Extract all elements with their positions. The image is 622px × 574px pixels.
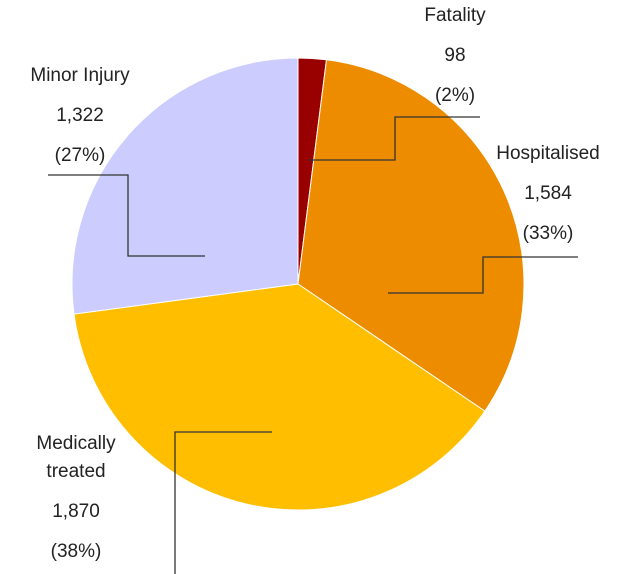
percentage-label: (27%)	[54, 145, 106, 166]
slice-label: Medically treated 1,870 (38%)	[0, 430, 156, 572]
slice-label: Hospitalised 1,584 (33%)	[468, 140, 622, 254]
category-label: Fatality	[424, 5, 486, 26]
category-label: Minor Injury	[30, 65, 130, 86]
slice-label: Fatality 98 (2%)	[375, 2, 535, 116]
percentage-label: (2%)	[434, 85, 476, 106]
category-label: Medically treated	[36, 433, 116, 482]
pie-slice	[297, 59, 525, 412]
leader-line	[174, 431, 272, 574]
category-label: Hospitalised	[496, 143, 600, 164]
leader-line	[388, 256, 578, 294]
value-label: 98	[444, 45, 466, 66]
leader-line	[308, 116, 480, 161]
value-label: 1,870	[52, 501, 100, 522]
slice-label: Minor Injury 1,322 (27%)	[0, 62, 160, 176]
leader-lines	[48, 116, 578, 574]
percentage-label: (33%)	[522, 223, 574, 244]
pie-slice	[73, 283, 486, 511]
percentage-label: (38%)	[50, 541, 102, 562]
value-label: 1,584	[524, 183, 572, 204]
leader-line	[48, 174, 205, 257]
value-label: 1,322	[56, 105, 104, 126]
